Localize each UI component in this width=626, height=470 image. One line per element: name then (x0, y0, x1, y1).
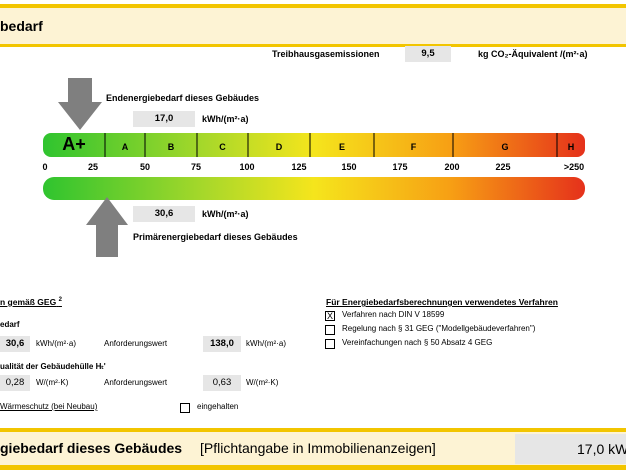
method-option: Verfahren nach DIN V 18599 (342, 310, 445, 319)
scale-tick-label: 0 (42, 162, 47, 172)
header-rule (0, 44, 626, 47)
scale-tick-label: 225 (495, 162, 510, 172)
top-rule (0, 4, 626, 8)
emissions-unit: kg CO₂-Äquivalent /(m²·a) (478, 49, 588, 59)
insulation-check-label: eingehalten (197, 402, 239, 411)
primary-energy-label: Primärenergiebedarf dieses Gebäudes (133, 232, 298, 242)
class-bar (43, 133, 585, 157)
insulation-label: Wärmeschutz (bei Neubau) (0, 402, 98, 411)
primary-energy-arrow (86, 197, 128, 257)
scale-tick-label: 175 (392, 162, 407, 172)
envelope-label: ualität der Gebäudehülle Hₜ' (0, 362, 106, 371)
footer-label: giebedarf dieses Gebäudes (0, 440, 183, 456)
primary-bar (43, 177, 585, 200)
scale-tick-label: 50 (140, 162, 150, 172)
envelope-requirement-unit: W/(m²·K) (246, 378, 279, 387)
envelope-requirement-label: Anforderungswert (104, 378, 168, 387)
primary-req-requirement-label: Anforderungswert (104, 339, 168, 348)
requirements-note: 2 (58, 297, 62, 304)
footer-note: [Pflichtangabe in Immobilienanzeigen] (200, 440, 436, 456)
primary-req-label: edarf (0, 320, 20, 329)
method-option: Vereinfachungen nach § 50 Absatz 4 GEG (342, 338, 493, 347)
method-checkbox[interactable]: X (325, 311, 335, 321)
end-energy-unit: kWh/(m²·a) (202, 114, 249, 124)
footer-rule-bottom (0, 465, 626, 470)
scale-tick-label: 200 (444, 162, 459, 172)
class-label: C (219, 142, 226, 152)
class-label: F (411, 142, 417, 152)
end-energy-label: Endenergiebedarf dieses Gebäudes (106, 93, 260, 103)
primary-energy-unit: kWh/(m²·a) (202, 209, 249, 219)
primary-req-value: 30,6 (0, 336, 30, 352)
end-energy-value: 17,0 (133, 111, 195, 127)
scale-tick-label: 125 (291, 162, 306, 172)
primary-req-unit: kWh/(m²·a) (36, 339, 76, 348)
primary-energy-value: 30,6 (133, 206, 195, 222)
class-label: D (276, 142, 283, 152)
envelope-unit: W/(m²·K) (36, 378, 69, 387)
emissions-value: 9,5 (405, 46, 451, 62)
footer-value: 17,0 kW (515, 434, 626, 464)
requirements-title-text: n gemäß GEG (0, 297, 57, 307)
end-energy-arrow (58, 78, 102, 130)
requirements-title: n gemäß GEG 2 (0, 297, 62, 307)
emissions-label: Treibhausgasemissionen (272, 49, 380, 59)
header-band (0, 8, 626, 44)
insulation-checkbox[interactable] (180, 403, 190, 413)
class-label: B (168, 142, 175, 152)
scale-tick-label: 75 (191, 162, 201, 172)
scale-tick-label: 25 (88, 162, 98, 172)
class-label: G (501, 142, 508, 152)
primary-req-requirement-value: 138,0 (203, 336, 241, 352)
header-title: bedarf (0, 18, 43, 34)
scale-tick-label: >250 (564, 162, 584, 172)
method-title: Für Energiebedarfsberechnungen verwendet… (326, 297, 558, 307)
class-label: H (568, 142, 575, 152)
class-label: A+ (62, 134, 86, 154)
energy-scale: A+ A B C D E F G H 0 25 50 75 100 125 150 175 200 225 >250 (42, 133, 585, 200)
envelope-value: 0,28 (0, 375, 30, 391)
footer-rule (0, 428, 626, 432)
class-label: E (339, 142, 345, 152)
method-checkbox[interactable] (325, 325, 335, 335)
primary-req-requirement-unit: kWh/(m²·a) (246, 339, 286, 348)
scale-tick-label: 100 (239, 162, 254, 172)
scale-tick-label: 150 (341, 162, 356, 172)
class-label: A (122, 142, 129, 152)
envelope-requirement-value: 0,63 (203, 375, 241, 391)
method-checkbox[interactable] (325, 339, 335, 349)
method-option: Regelung nach § 31 GEG ("Modellgebäudeve… (342, 324, 536, 333)
